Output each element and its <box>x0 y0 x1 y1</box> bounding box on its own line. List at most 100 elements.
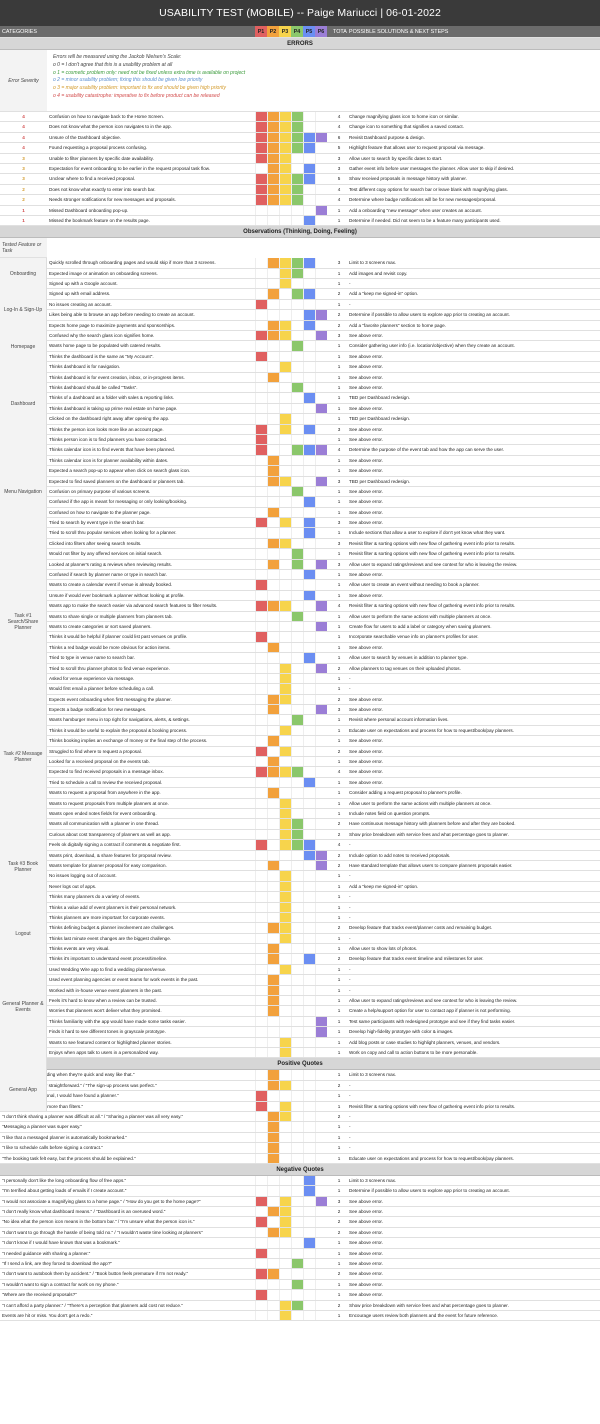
participant-mark-p6 <box>315 1300 327 1310</box>
participant-mark-p3 <box>279 975 291 985</box>
participant-mark-p5 <box>303 892 315 902</box>
participant-mark-p6 <box>315 1290 327 1300</box>
row-total: 1 <box>337 811 341 816</box>
participant-mark-p5 <box>303 757 315 767</box>
participant-mark-p4 <box>291 559 303 570</box>
row-total: 1 <box>337 488 341 494</box>
participant-mark-p2 <box>267 601 279 611</box>
participant-mark-p1 <box>255 601 267 611</box>
participant-mark-p2 <box>267 424 279 434</box>
participant-mark-p2 <box>267 777 279 788</box>
participant-mark-p3 <box>279 954 291 964</box>
participant-mark-p1 <box>255 1290 267 1300</box>
participant-mark-p1 <box>255 975 267 985</box>
participant-mark-p1 <box>255 279 267 289</box>
participant-mark-p3 <box>279 809 291 819</box>
table-row: Confused why the search glass icon signi… <box>0 331 600 342</box>
table-row: Wants to see featured content or highlig… <box>0 1037 600 1048</box>
participant-mark-p3 <box>279 715 291 725</box>
participant-mark-p5 <box>303 486 315 497</box>
row-category: 4 <box>22 124 25 130</box>
participant-mark-p5 <box>303 725 315 736</box>
table-row: Wants all communication with a planner i… <box>0 819 600 830</box>
row-total: 3 <box>337 540 341 546</box>
row-observation: Confusion on primary purpose of various … <box>49 488 151 494</box>
participant-mark-p3 <box>279 518 291 528</box>
participant-mark-p5 <box>303 694 315 705</box>
participant-mark-p4 <box>291 393 303 403</box>
participant-mark-p1 <box>255 1259 267 1269</box>
row-observation: Thinks many planners do a variety of eve… <box>49 894 141 900</box>
row-solution: Show price breakdown with service fees a… <box>349 831 509 837</box>
participant-mark-p1 <box>255 725 267 736</box>
participant-mark-p3 <box>279 1037 291 1047</box>
usability-sheet: USABILITY TEST (MOBILE) -- Paige Mariucc… <box>0 0 600 1322</box>
participant-mark-p4 <box>291 1290 303 1300</box>
participant-mark-p6 <box>315 414 327 424</box>
row-solution: Revisit filter & sorting options with ne… <box>349 603 516 609</box>
participant-mark-p1 <box>255 549 267 559</box>
row-observation: Thinks planners are more important for c… <box>49 914 165 920</box>
participant-mark-p3 <box>279 798 291 808</box>
row-observation: Clicked on the dashboard right away afte… <box>49 416 170 422</box>
participant-mark-p6 <box>315 163 327 174</box>
participant-mark-p1 <box>255 310 267 320</box>
participant-mark-p6 <box>315 1016 327 1027</box>
participant-mark-p4 <box>291 486 303 497</box>
row-total: 1 <box>337 207 341 213</box>
table-row: Tried to scroll thru planner photos to f… <box>0 663 600 674</box>
participant-mark-p4 <box>291 1186 303 1196</box>
participant-mark-p1 <box>255 1091 267 1101</box>
participant-mark-p2 <box>267 725 279 736</box>
row-solution: See above error. <box>349 738 383 744</box>
row-observation: "No idea what the person icon means in t… <box>2 1219 195 1225</box>
row-total: 1 <box>337 613 341 619</box>
participant-mark-p4 <box>291 996 303 1006</box>
row-total: 3 <box>337 520 341 526</box>
participant-mark-p6 <box>315 601 327 611</box>
table-row: Feels ok digitally signing a contract if… <box>0 840 600 851</box>
participant-mark-p2 <box>267 268 279 279</box>
row-observation: Never logs out of apps. <box>49 883 97 889</box>
table-row: "I can't afford a party planner." / "The… <box>0 1300 600 1311</box>
table-row: Wants template for planner proposal for … <box>0 860 600 872</box>
participant-mark-p2 <box>267 195 279 205</box>
participant-mark-p1 <box>255 840 267 850</box>
table-row: Thinks dashboard is for navigation. 1 See … <box>0 362 600 373</box>
participant-mark-p1 <box>255 1207 267 1217</box>
table-row: Signed up with a Google account. 1 - <box>0 279 600 290</box>
row-observation: Would first email a planner before sched… <box>49 686 155 692</box>
participant-mark-p6 <box>315 944 327 954</box>
participant-mark-p5 <box>303 632 315 642</box>
row-observation: No issues logging out of account. <box>49 873 117 879</box>
feature-category: Onboarding <box>0 258 47 290</box>
table-row: "The sign-up was very straightforward." … <box>0 1080 600 1092</box>
row-observation: Thinks calendar icon is to find events t… <box>49 447 175 453</box>
row-solution: Develop feature that tracks event timeli… <box>349 956 484 962</box>
participant-mark-p5 <box>303 1047 315 1058</box>
participant-mark-p3 <box>279 829 291 840</box>
row-observation: Does not know what exactly to enter into… <box>49 186 156 192</box>
row-solution: Allow user to perform the same actions w… <box>349 613 492 619</box>
participant-mark-p4 <box>291 954 303 964</box>
row-observation: "The sign-up was very straightforward." … <box>2 1082 157 1088</box>
participant-mark-p3 <box>279 1027 291 1037</box>
table-row: Used event planning agencies or event te… <box>0 975 600 986</box>
row-total: 1 <box>337 686 341 692</box>
participant-mark-p2 <box>267 1111 279 1122</box>
row-total: 1 <box>337 1240 341 1246</box>
row-total: 1 <box>337 343 341 349</box>
participant-mark-p5 <box>303 746 315 757</box>
participant-mark-p2 <box>267 1238 279 1248</box>
row-observation: Expects home page to maximize payments a… <box>49 322 176 328</box>
row-observation: Quickly scrolled through onboarding page… <box>49 260 216 266</box>
table-row: Confusion on primary purpose of various … <box>0 486 600 498</box>
participant-mark-p4 <box>291 518 303 528</box>
participant-mark-p5 <box>303 881 315 892</box>
participant-mark-p2 <box>267 122 279 132</box>
row-total: 4 <box>337 603 341 609</box>
row-solution: See above error. <box>349 1209 383 1215</box>
row-category: 1 <box>22 207 25 213</box>
table-row: Confused on how to navigate to the plann… <box>0 507 600 519</box>
participant-mark-p5 <box>303 923 315 933</box>
